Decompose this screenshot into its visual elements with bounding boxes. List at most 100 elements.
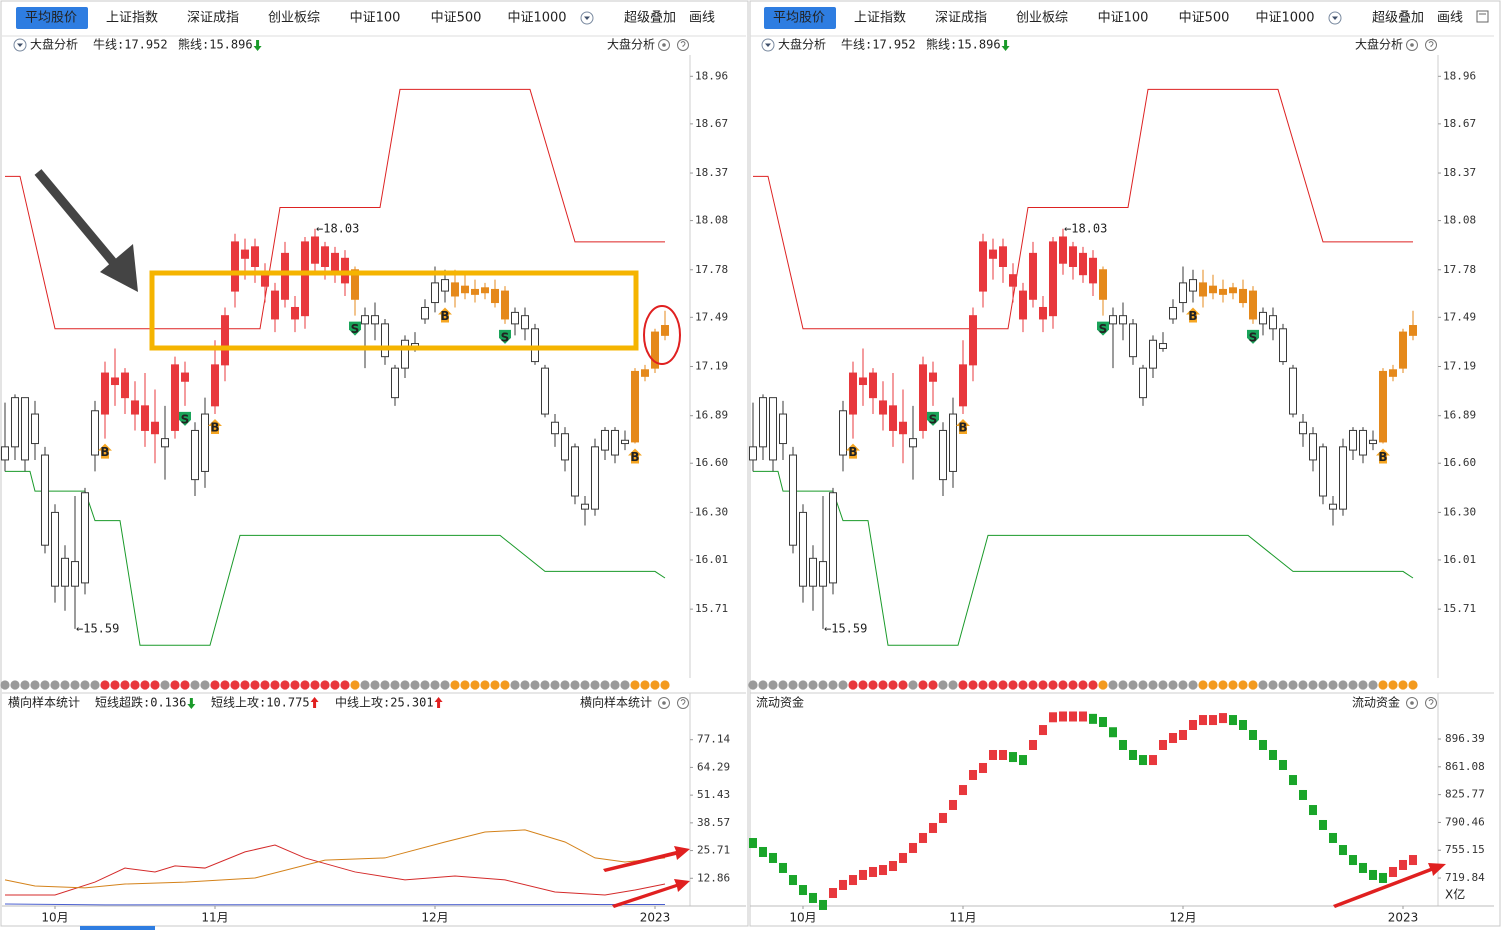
tab[interactable]: 上证指数 <box>106 11 158 26</box>
tab[interactable]: 超级叠加 <box>624 11 676 26</box>
tab[interactable]: 画线 <box>1437 11 1463 26</box>
bull-value: 牛线:17.952 <box>93 37 168 52</box>
candle-body <box>1069 246 1077 267</box>
flow-block <box>1019 755 1027 766</box>
flow-block <box>859 869 867 880</box>
candle-body <box>1389 369 1397 377</box>
buy-signal <box>208 419 222 435</box>
unit-label: X亿 <box>1445 887 1465 902</box>
state-dot <box>240 680 250 690</box>
tab-active-bg[interactable] <box>764 7 836 29</box>
flow-block <box>959 785 967 796</box>
scrollbar-left[interactable] <box>80 926 155 930</box>
state-dot <box>220 680 230 690</box>
x-tick-label: 10月 <box>789 911 816 925</box>
flow-block <box>999 749 1007 760</box>
state-dot <box>1088 680 1098 690</box>
y-tick-label: 25.71 <box>697 844 730 857</box>
state-dot <box>1168 680 1178 690</box>
state-dot <box>170 680 180 690</box>
candle-body <box>1249 290 1257 320</box>
state-dot <box>460 680 470 690</box>
candle-body <box>949 413 957 472</box>
candle-body <box>431 282 439 304</box>
help-icon[interactable] <box>677 39 689 51</box>
tab[interactable]: 平均股价 <box>773 11 825 26</box>
candle-body <box>1049 241 1057 317</box>
help-icon[interactable] <box>1425 697 1437 709</box>
buy-signal <box>628 448 642 464</box>
tab[interactable]: 创业板综 <box>268 11 320 26</box>
help-icon[interactable] <box>1425 39 1437 51</box>
candle-body <box>221 315 229 366</box>
tab[interactable]: 中证1000 <box>1255 11 1314 26</box>
bull-line <box>753 88 1413 330</box>
tab[interactable]: 中证100 <box>350 11 401 26</box>
settings-icon[interactable] <box>658 697 670 709</box>
highlight-box <box>149 270 639 351</box>
candle-body <box>21 397 29 461</box>
tab[interactable]: 超级叠加 <box>1372 11 1424 26</box>
flow-block <box>769 852 777 863</box>
candle-body <box>621 439 629 445</box>
state-dot <box>1048 680 1058 690</box>
settings-icon[interactable] <box>658 39 670 51</box>
dropdown-icon-arrow <box>1332 16 1338 20</box>
buy-signal <box>1186 307 1200 323</box>
candle-body <box>1159 343 1167 349</box>
candle-body <box>1059 236 1067 264</box>
flow-block <box>1159 739 1167 750</box>
state-dot <box>848 680 858 690</box>
tab[interactable]: 画线 <box>689 11 715 26</box>
signal-label: S <box>181 412 190 426</box>
y-tick-label: 18.37 <box>695 166 728 179</box>
tab[interactable]: 深证成指 <box>187 11 239 26</box>
y-tick-label: 15.71 <box>695 602 728 615</box>
help-icon[interactable] <box>677 697 689 709</box>
state-dot <box>610 680 620 690</box>
state-dot <box>510 680 520 690</box>
candle-body <box>611 429 619 456</box>
tab[interactable]: 中证1000 <box>507 11 566 26</box>
candle-body <box>1319 446 1327 497</box>
dropdown-icon-arrow <box>584 16 590 20</box>
tab[interactable]: 深证成指 <box>935 11 987 26</box>
settings-icon-dot <box>1410 701 1414 705</box>
candle-body <box>501 290 509 320</box>
y-tick-label: 17.49 <box>695 310 728 323</box>
candle-body <box>969 315 977 366</box>
tab[interactable]: 中证100 <box>1098 11 1149 26</box>
state-dot <box>640 680 650 690</box>
y-tick-label: 790.46 <box>1445 815 1485 828</box>
candle-body <box>161 438 169 448</box>
legend-entry: 短线上攻:10.775 <box>211 696 310 710</box>
candle-body <box>421 306 429 320</box>
state-dot <box>778 680 788 690</box>
tab-active-bg[interactable] <box>16 7 88 29</box>
flow-block <box>1349 855 1357 866</box>
settings-icon[interactable] <box>1406 39 1418 51</box>
candle-body <box>601 429 609 451</box>
settings-icon[interactable] <box>1406 697 1418 709</box>
candle-body <box>511 311 519 325</box>
tab[interactable]: 创业板综 <box>1016 11 1068 26</box>
flow-block <box>849 875 857 886</box>
y-tick-label: 51.43 <box>697 788 730 801</box>
x-tick-label: 2023 <box>640 911 671 925</box>
tab[interactable]: 中证500 <box>431 11 482 26</box>
window-button[interactable] <box>1476 10 1489 23</box>
y-tick-label: 896.39 <box>1445 732 1485 745</box>
flow-block <box>1219 713 1227 724</box>
tab[interactable]: 平均股价 <box>25 11 77 26</box>
candle-body <box>191 429 199 481</box>
candle-body <box>1109 315 1117 325</box>
tab[interactable]: 上证指数 <box>854 11 906 26</box>
help-icon-mark <box>680 699 686 705</box>
state-dot <box>480 680 490 690</box>
state-dot <box>808 680 818 690</box>
state-dot <box>978 680 988 690</box>
flow-block <box>779 862 787 873</box>
sell-signal <box>1097 321 1109 336</box>
tab[interactable]: 中证500 <box>1179 11 1230 26</box>
